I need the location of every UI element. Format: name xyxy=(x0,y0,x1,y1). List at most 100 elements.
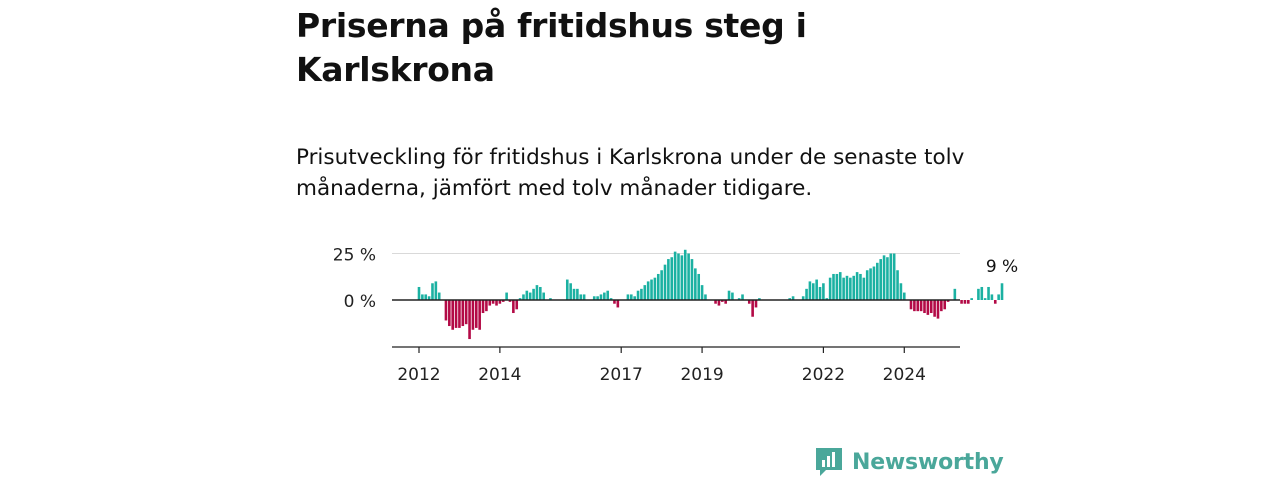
bar xyxy=(929,300,933,314)
bar xyxy=(731,292,734,300)
bar xyxy=(464,300,468,325)
bar xyxy=(488,300,492,306)
bar xyxy=(865,270,869,300)
bar xyxy=(859,273,862,300)
bar xyxy=(808,281,812,300)
bar xyxy=(933,300,936,317)
bar xyxy=(569,283,572,300)
bar xyxy=(953,288,957,300)
x-tick-label: 2017 xyxy=(600,365,643,385)
bar xyxy=(825,298,829,300)
bar xyxy=(700,285,704,300)
bar xyxy=(997,294,1000,300)
bar xyxy=(849,277,852,300)
bar xyxy=(879,259,882,300)
bar xyxy=(946,300,950,302)
bar xyxy=(788,298,791,300)
bar xyxy=(899,283,903,300)
bar xyxy=(431,283,434,300)
x-tick-label: 2014 xyxy=(478,365,521,385)
bar xyxy=(616,300,620,308)
bar xyxy=(747,300,751,304)
bar xyxy=(434,281,438,300)
last-value-label: 9 % xyxy=(986,257,1018,277)
bar xyxy=(643,285,647,300)
bar xyxy=(832,273,835,300)
bar xyxy=(694,268,697,300)
bar xyxy=(421,294,424,300)
chart-subtitle: Prisutveckling för fritidshus i Karlskro… xyxy=(296,145,965,201)
bar xyxy=(822,283,825,300)
bar xyxy=(646,281,650,300)
brand-name: Newsworthy xyxy=(852,449,1004,475)
bar xyxy=(741,294,744,300)
bar xyxy=(791,296,795,300)
bar xyxy=(565,279,569,300)
bar xyxy=(663,264,667,300)
bar xyxy=(852,275,856,300)
bar xyxy=(515,300,519,310)
bar xyxy=(697,273,701,300)
bar xyxy=(990,294,994,300)
bar xyxy=(913,300,916,312)
bar xyxy=(609,298,613,300)
bar xyxy=(828,277,832,300)
bar xyxy=(518,298,522,300)
bar xyxy=(902,292,906,300)
bar xyxy=(596,296,599,300)
bar xyxy=(805,288,808,300)
bar xyxy=(660,270,663,300)
bar xyxy=(963,300,967,304)
bar xyxy=(653,277,657,300)
bar xyxy=(444,300,448,321)
bar xyxy=(650,279,653,300)
bar xyxy=(448,300,451,327)
bar xyxy=(815,279,818,300)
bar xyxy=(892,253,896,300)
x-tick-label: 2022 xyxy=(802,365,845,385)
bar xyxy=(471,300,475,330)
bar xyxy=(717,300,721,306)
bar xyxy=(474,300,478,328)
y-tick-label: 25 % xyxy=(333,246,376,266)
bar xyxy=(576,288,579,300)
bar xyxy=(640,288,643,300)
bar xyxy=(424,294,428,300)
bar xyxy=(980,286,984,300)
y-tick-label: 0 % xyxy=(344,292,376,312)
bar xyxy=(461,300,465,327)
x-tick-label: 2024 xyxy=(883,365,926,385)
bar xyxy=(835,273,839,300)
bar xyxy=(478,300,481,330)
bar xyxy=(498,300,502,304)
bar xyxy=(721,300,724,302)
bar xyxy=(582,294,586,300)
bar xyxy=(451,300,454,330)
bar xyxy=(579,294,583,300)
bar xyxy=(818,286,822,300)
bar xyxy=(522,294,525,300)
bar xyxy=(468,300,471,340)
bar xyxy=(855,272,859,300)
bar xyxy=(714,300,717,304)
bar xyxy=(960,300,963,304)
bar xyxy=(919,300,923,312)
bar xyxy=(801,296,805,300)
bar xyxy=(876,262,879,300)
bar xyxy=(481,300,485,314)
bar xyxy=(603,292,606,300)
bar xyxy=(485,300,488,312)
bar xyxy=(528,292,532,300)
bar xyxy=(495,300,498,306)
bar xyxy=(967,300,970,304)
bar xyxy=(656,273,660,300)
brand-logo[interactable]: Newsworthy xyxy=(814,446,1004,478)
bar xyxy=(630,294,633,300)
bar xyxy=(896,270,899,300)
bar xyxy=(633,296,636,300)
bar xyxy=(454,300,458,328)
bar xyxy=(417,286,421,300)
bar xyxy=(727,290,731,300)
bar xyxy=(724,300,727,304)
bar xyxy=(936,300,940,319)
